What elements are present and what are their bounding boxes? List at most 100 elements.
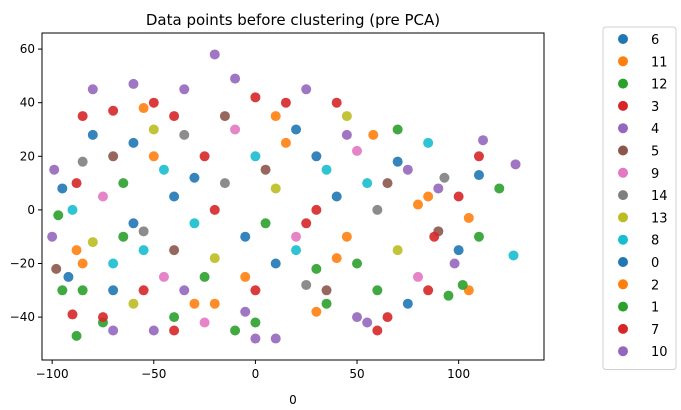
point-series-3 [169,325,180,336]
point-series-3 [301,218,312,229]
point-series-11 [240,271,251,282]
point-series-12 [372,285,383,296]
point-series-11 [71,245,82,256]
point-series-6 [128,218,139,229]
point-series-10 [179,84,190,95]
point-series-13 [87,237,98,248]
axes-frame [41,32,545,361]
point-series-6 [57,183,68,194]
point-series-9 [199,317,210,328]
point-series-14 [77,156,88,167]
legend-label-0: 0 [651,256,659,271]
point-series-4 [128,78,139,89]
point-series-4 [209,49,220,60]
legend-label-10: 10 [651,345,668,360]
x-tick-label: 100 [447,367,470,381]
point-series-2 [77,258,88,269]
legend: 6 11 12 3 4 5 9 14 13 8 0 2 1 7 10 [602,26,677,370]
point-series-2 [138,103,149,114]
legend-label-1: 1 [651,301,659,316]
point-series-8 [138,245,149,256]
point-series-2 [270,111,281,122]
legend-label-6: 6 [651,33,659,48]
y-tick-label: −20 [10,257,35,271]
point-series-8 [108,258,119,269]
point-series-10 [270,333,281,344]
point-series-11 [280,137,291,148]
point-series-4 [179,285,190,296]
legend-label-13: 13 [651,211,668,226]
legend-label-2: 2 [651,278,659,293]
point-series-3 [473,151,484,162]
point-series-10 [433,183,444,194]
point-series-3 [250,92,261,103]
point-series-2 [189,298,200,309]
y-tick-label: 20 [20,149,35,163]
point-series-7 [311,204,322,215]
point-series-10 [49,164,60,175]
point-series-10 [148,325,159,336]
point-series-11 [209,298,220,309]
legend-marker-11 [618,56,628,67]
legend-label-5: 5 [651,145,659,160]
point-series-8 [508,250,519,261]
point-series-8 [291,245,302,256]
point-series-12 [443,290,454,301]
point-series-9 [158,271,169,282]
point-series-10 [108,325,119,336]
points-layer [47,49,521,344]
point-series-12 [71,330,82,341]
legend-marker-7 [618,323,628,334]
point-series-0 [402,298,413,309]
point-series-3 [423,285,434,296]
point-series-9 [291,231,302,242]
point-series-12 [118,178,129,189]
legend-label-7: 7 [651,323,659,338]
point-series-1 [352,258,363,269]
legend-label-12: 12 [651,78,668,93]
legend-marker-5 [618,145,628,156]
point-series-7 [138,285,149,296]
point-series-8 [67,204,78,215]
legend-marker-4 [618,123,628,134]
point-series-8 [158,164,169,175]
x-tick-label: −50 [141,367,166,381]
legend-marker-2 [618,279,628,290]
legend-label-9: 9 [651,167,659,182]
point-series-14 [372,204,383,215]
legend-marker-1 [618,301,628,312]
point-series-5 [169,245,180,256]
point-series-2 [331,253,342,264]
point-series-5 [260,164,271,175]
point-series-5 [108,151,119,162]
point-series-5 [51,263,62,274]
point-series-0 [453,245,464,256]
point-series-13 [392,245,403,256]
point-series-12 [250,317,261,328]
point-series-14 [439,172,450,183]
legend-label-3: 3 [651,100,659,115]
point-series-3 [148,97,159,108]
point-series-9 [230,124,241,135]
point-series-7 [199,151,210,162]
legend-marker-0 [618,257,628,267]
point-series-12 [494,183,505,194]
point-series-12 [53,210,64,221]
legend-marker-6 [618,34,628,44]
legend-label-14: 14 [651,189,668,204]
point-series-7 [429,231,440,242]
point-series-11 [148,151,159,162]
point-series-13 [341,111,352,122]
legend-marker-8 [618,234,628,245]
point-series-14 [301,279,312,290]
point-series-3 [77,111,88,122]
point-series-3 [331,97,342,108]
point-series-11 [341,231,352,242]
legend-label-4: 4 [651,122,659,137]
x-axis-label: 0 [289,393,297,407]
point-series-6 [473,170,484,181]
point-series-4 [87,84,98,95]
point-series-11 [311,306,322,317]
x-tick-label: 50 [349,367,364,381]
point-series-12 [169,312,180,323]
